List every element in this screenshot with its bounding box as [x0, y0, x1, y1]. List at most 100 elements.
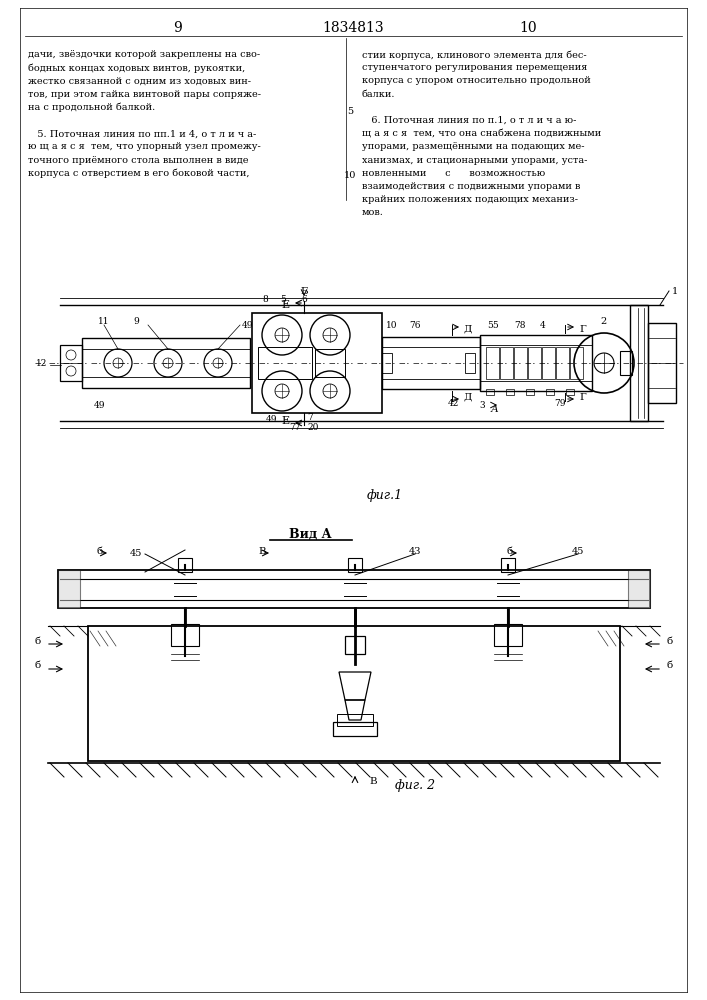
Bar	[486, 347, 499, 379]
Text: Г: Г	[579, 324, 586, 334]
Text: б: б	[97, 546, 103, 556]
Text: 9: 9	[174, 21, 182, 35]
Text: А: А	[491, 406, 499, 414]
Text: ступенчатого регулирования перемещения: ступенчатого регулирования перемещения	[362, 63, 588, 72]
Bar	[88, 626, 620, 761]
Text: 2: 2	[601, 316, 607, 326]
Bar	[315, 349, 345, 377]
Text: на с продольной балкой.: на с продольной балкой.	[28, 103, 156, 112]
Bar	[337, 714, 373, 726]
Text: 43: 43	[409, 546, 421, 556]
Bar	[620, 351, 632, 375]
Text: крайних положениях подающих механиз-: крайних положениях подающих механиз-	[362, 195, 578, 204]
Bar	[628, 570, 650, 608]
Text: 49: 49	[267, 414, 278, 424]
Text: Б: Б	[300, 286, 308, 296]
Bar	[648, 323, 676, 403]
Text: Д: Д	[464, 324, 472, 334]
Text: 1: 1	[672, 286, 678, 296]
Text: балки.: балки.	[362, 90, 395, 99]
Text: фиг. 2: фиг. 2	[395, 778, 435, 792]
Text: В: В	[258, 546, 266, 556]
Text: 5. Поточная линия по пп.1 и 4, о т л и ч а-: 5. Поточная линия по пп.1 и 4, о т л и ч…	[28, 129, 256, 138]
Text: 4: 4	[540, 320, 546, 330]
Bar	[570, 347, 583, 379]
Text: 10: 10	[386, 320, 398, 330]
Text: 45: 45	[129, 548, 142, 558]
Text: бодных концах ходовых винтов, рукоятки,: бодных концах ходовых винтов, рукоятки,	[28, 63, 245, 73]
Bar	[556, 347, 569, 379]
Text: 76: 76	[409, 320, 421, 330]
Text: 3: 3	[479, 400, 485, 410]
Bar	[382, 353, 392, 373]
Bar	[58, 570, 650, 608]
Text: 49: 49	[94, 400, 106, 410]
Text: фиг.1: фиг.1	[367, 488, 403, 502]
Text: Д: Д	[464, 392, 472, 401]
Bar	[258, 347, 312, 379]
Text: б: б	[667, 662, 673, 670]
Bar	[171, 624, 199, 646]
Text: дачи, звёздочки которой закреплены на сво-: дачи, звёздочки которой закреплены на св…	[28, 50, 260, 59]
Text: точного приёмного стола выполнен в виде: точного приёмного стола выполнен в виде	[28, 156, 248, 165]
Text: б: б	[667, 637, 673, 646]
Bar	[500, 347, 513, 379]
Text: корпуса с отверстием в его боковой части,: корпуса с отверстием в его боковой части…	[28, 169, 250, 178]
Text: тов, при этом гайка винтовой пары сопряже-: тов, при этом гайка винтовой пары сопряж…	[28, 90, 261, 99]
Bar	[501, 558, 515, 572]
Text: 5: 5	[347, 107, 353, 116]
Text: щ а я с я  тем, что она снабжена подвижными: щ а я с я тем, что она снабжена подвижны…	[362, 129, 601, 138]
Text: б: б	[35, 637, 41, 646]
Bar	[506, 389, 514, 395]
Text: 7: 7	[307, 414, 313, 422]
Bar	[82, 338, 250, 388]
Bar	[566, 389, 574, 395]
Bar	[333, 722, 377, 736]
Text: Е: Е	[282, 300, 290, 310]
Bar	[348, 558, 362, 572]
Text: 10: 10	[344, 171, 356, 180]
Text: 20: 20	[308, 422, 319, 432]
Bar	[630, 305, 648, 421]
Text: упорами, размещёнными на подающих ме-: упорами, размещёнными на подающих ме-	[362, 142, 585, 151]
Text: 1834813: 1834813	[322, 21, 384, 35]
Text: 77: 77	[289, 422, 300, 432]
Text: 6: 6	[301, 296, 307, 304]
Text: 9: 9	[133, 316, 139, 326]
Text: новленными      с      возможностью: новленными с возможностью	[362, 169, 545, 178]
Text: В: В	[369, 776, 377, 786]
Text: 11: 11	[98, 316, 110, 326]
Text: 8: 8	[262, 296, 268, 304]
Text: 42: 42	[448, 398, 459, 408]
Text: 49: 49	[243, 320, 254, 330]
Text: 5: 5	[280, 296, 286, 304]
Text: Е: Е	[282, 416, 290, 426]
Text: Г: Г	[579, 392, 586, 401]
Text: 79: 79	[554, 398, 566, 408]
Bar	[526, 389, 534, 395]
Bar	[494, 624, 522, 646]
Bar	[528, 347, 541, 379]
Bar	[345, 636, 365, 654]
Text: ю щ а я с я  тем, что упорный узел промежу-: ю щ а я с я тем, что упорный узел промеж…	[28, 142, 261, 151]
Text: 45: 45	[572, 546, 584, 556]
Text: б: б	[507, 546, 513, 556]
Bar	[546, 389, 554, 395]
Bar	[60, 345, 82, 381]
Text: б: б	[35, 662, 41, 670]
Text: мов.: мов.	[362, 208, 384, 217]
Bar	[382, 337, 480, 389]
Text: корпуса с упором относительно продольной: корпуса с упором относительно продольной	[362, 76, 591, 85]
Text: 6. Поточная линия по п.1, о т л и ч а ю-: 6. Поточная линия по п.1, о т л и ч а ю-	[362, 116, 576, 125]
Text: Вид А: Вид А	[288, 528, 332, 540]
Text: 12: 12	[36, 359, 47, 367]
Text: стии корпуса, клинового элемента для бес-: стии корпуса, клинового элемента для бес…	[362, 50, 587, 60]
Text: жестко связанной с одним из ходовых вин-: жестко связанной с одним из ходовых вин-	[28, 76, 251, 85]
Text: ханизмах, и стационарными упорами, уста-: ханизмах, и стационарными упорами, уста-	[362, 156, 588, 165]
Text: 10: 10	[519, 21, 537, 35]
Bar	[514, 347, 527, 379]
Bar	[486, 389, 494, 395]
Bar	[480, 335, 592, 391]
Bar	[465, 353, 475, 373]
Bar	[58, 570, 80, 608]
